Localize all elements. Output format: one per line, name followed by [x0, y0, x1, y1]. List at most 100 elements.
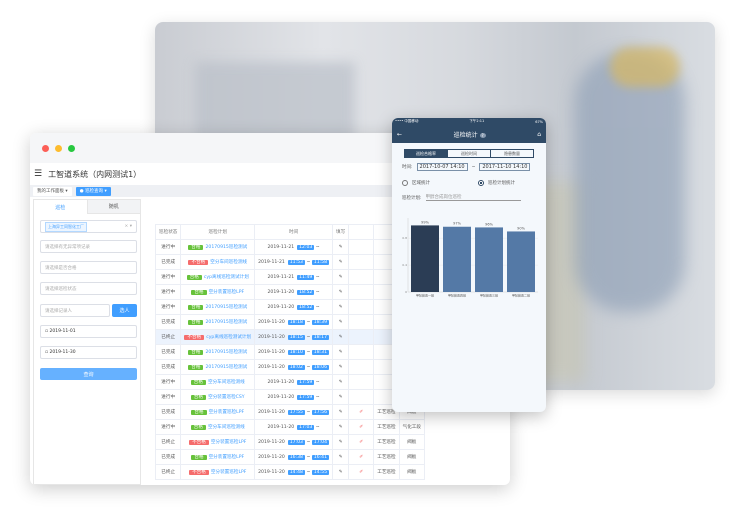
table-row[interactable]: 已终止 不合格 空分装置巡检LPF 2019-11-20 14:48 ~ 14:5… [154, 464, 426, 480]
plan-link[interactable]: 20170915巡检测试 [205, 365, 248, 370]
edit-icon[interactable]: ✎ [332, 284, 350, 300]
edit-icon[interactable]: ✎ [332, 374, 350, 390]
result-badge: 合格 [188, 320, 204, 325]
date-to-field[interactable]: ▫ 2019-11-30 [40, 346, 137, 359]
radio-area[interactable] [402, 180, 408, 186]
plan-link[interactable]: 空分车间巡检测线 [207, 425, 245, 430]
table-row[interactable]: 已完成 合格 空分装置巡检LPF 2019-11-20 16:38 ~ 16:41… [154, 449, 426, 465]
pen-icon[interactable]: ✐ [348, 434, 375, 450]
pen-icon[interactable] [348, 239, 375, 255]
plan-link[interactable]: 20170915巡检测试 [205, 320, 248, 325]
status-select[interactable]: 请选择巡检状态 [40, 282, 137, 295]
date-from-field[interactable]: ▫ 2019-11-01 [40, 325, 137, 338]
pen-icon[interactable]: ✐ [348, 404, 375, 420]
table-row[interactable]: 进行中 合格 空分装置巡检CSY 2019-11-20 17:59 ~ ✎ [154, 389, 426, 405]
edit-icon[interactable]: ✎ [332, 329, 350, 345]
plant-select[interactable]: 上海异工同智化工厂 × ▾ [40, 220, 137, 233]
pen-icon[interactable] [348, 284, 375, 300]
table-row[interactable]: 已终止 不合格 cyp离线巡检测试计划 2019-11-20 18:15 ~ 18… [154, 329, 426, 345]
edit-icon[interactable]: ✎ [332, 254, 350, 270]
tab-dashboard[interactable]: 我的工作面板 ▾ [33, 186, 72, 196]
recorder-input[interactable]: 请选择记录人 [40, 304, 110, 317]
qualified-select[interactable]: 请选择是否合格 [40, 261, 137, 274]
result-badge: 合格 [191, 290, 207, 295]
seg-time[interactable]: 巡检时间 [447, 150, 490, 157]
pen-icon[interactable] [348, 299, 375, 315]
pen-icon[interactable] [348, 344, 375, 360]
plan-link[interactable]: cyp离线巡检测试计划 [206, 335, 252, 340]
plan-link[interactable]: 空分装置巡检LPF [210, 440, 247, 445]
filter-panel: 巡检 随机 上海异工同智化工厂 × ▾ 请选择有无异常项记录 请选择是否合格 请选择… [33, 199, 141, 485]
table-row[interactable]: 已完成 合格 20170915巡检测试 2019-11-20 18:10 ~ 18… [154, 344, 426, 360]
maximize-dot[interactable] [68, 144, 75, 152]
plan-link[interactable]: 空分车间巡检测线 [207, 380, 245, 385]
query-button[interactable]: 查询 [40, 368, 137, 380]
edit-icon[interactable]: ✎ [332, 449, 350, 465]
plan-link[interactable]: 空分装置巡检LPF [208, 410, 245, 415]
close-dot[interactable] [42, 144, 49, 152]
table-row[interactable]: 进行中 合格 20170915巡检测试 2019-11-20 18:52 ~ ✎ [154, 299, 426, 315]
table-row[interactable]: 已终止 不合格 空分装置巡检LPF 2019-11-20 17:03 ~ 17:0… [154, 434, 426, 450]
plan-input[interactable]: 甲醇合成岗位巡检 [425, 194, 521, 201]
tab-inspection[interactable]: 巡检 [34, 200, 87, 214]
edit-icon[interactable]: ✎ [332, 239, 350, 255]
home-icon[interactable]: ⌂ [537, 130, 541, 138]
edit-icon[interactable]: ✎ [332, 419, 350, 435]
edit-icon[interactable]: ✎ [332, 359, 350, 375]
table-row[interactable]: 已完成 不合格 空分车间巡检测线 2019-11-21 11:53 ~ 11:58… [154, 254, 426, 270]
edit-icon[interactable]: ✎ [332, 404, 350, 420]
status-cell: 已完成 [154, 359, 182, 375]
result-badge: 合格 [188, 365, 204, 370]
tab-random[interactable]: 随机 [86, 200, 140, 214]
edit-icon[interactable]: ✎ [332, 269, 350, 285]
radio-plan[interactable] [478, 180, 484, 186]
table-row[interactable]: 已完成 合格 空分装置巡检LPF 2019-11-20 17:55 ~ 17:56… [154, 404, 426, 420]
plan-link[interactable]: 空分装置巡检LPF [208, 290, 245, 295]
plan-link[interactable]: 空分装置巡检CSY [208, 395, 245, 400]
pen-icon[interactable] [348, 329, 375, 345]
pen-icon[interactable] [348, 389, 375, 405]
result-badge: 合格 [190, 380, 206, 385]
pen-icon[interactable]: ✐ [348, 419, 375, 435]
pen-icon[interactable] [348, 359, 375, 375]
plan-link[interactable]: 20170915巡检测试 [205, 305, 248, 310]
table-row[interactable]: 进行中 合格 20170915巡检测试 2019-11-21 12:03 ~ ✎ [154, 239, 426, 255]
plan-link[interactable]: cyp离线巡检测试计划 [203, 275, 249, 280]
plan-link[interactable]: 空分装置巡检LPF [208, 455, 245, 460]
table-row[interactable]: 进行中 合格 cyp离线巡检测试计划 2019-11-21 11:49 ~ ✎ [154, 269, 426, 285]
edit-icon[interactable]: ✎ [332, 344, 350, 360]
status-cell: 已完成 [154, 449, 182, 465]
status-cell: 已完成 [154, 254, 182, 270]
table-row[interactable]: 已完成 合格 20170915巡检测试 2019-11-20 18:02 ~ 18… [154, 359, 426, 375]
edit-icon[interactable]: ✎ [332, 299, 350, 315]
pen-icon[interactable]: ✐ [348, 464, 375, 480]
tab-inspection-query[interactable]: ● 巡检查询 ▾ [75, 186, 111, 196]
plan-link[interactable]: 空分车间巡检测线 [210, 260, 248, 265]
table-row[interactable]: 进行中 合格 空分装置巡检LPF 2019-11-20 18:52 ~ ✎ [154, 284, 426, 300]
select-person-button[interactable]: 选人 [112, 304, 137, 317]
edit-icon[interactable]: ✎ [332, 389, 350, 405]
plan-link[interactable]: 空分装置巡检LPF [210, 470, 247, 475]
pen-icon[interactable] [348, 374, 375, 390]
edit-icon[interactable]: ✎ [332, 464, 350, 480]
date-to[interactable]: 2017-11-10 14:10 [479, 163, 531, 171]
pen-icon[interactable]: ✐ [348, 449, 375, 465]
minimize-dot[interactable] [55, 144, 62, 152]
table-row[interactable]: 已完成 合格 20170915巡检测试 2019-11-20 18:18 ~ 18… [154, 314, 426, 330]
plan-link[interactable]: 20170915巡检测试 [205, 245, 248, 250]
edit-icon[interactable]: ✎ [332, 434, 350, 450]
abnormal-select[interactable]: 请选择有无异常项记录 [40, 240, 137, 253]
result-badge: 合格 [191, 410, 207, 415]
pen-icon[interactable] [348, 254, 375, 270]
plan-link[interactable]: 20170915巡检测试 [205, 350, 248, 355]
menu-icon[interactable]: ☰ [34, 169, 43, 179]
seg-hazard[interactable]: 隐患数量 [490, 150, 533, 157]
edit-icon[interactable]: ✎ [332, 314, 350, 330]
table-row[interactable]: 进行中 合格 空分车间巡检测线 2019-11-20 17:59 ~ ✎ [154, 374, 426, 390]
seg-pass-rate[interactable]: 巡检合格率 [405, 150, 447, 157]
back-arrow-icon[interactable]: ← [397, 130, 403, 138]
date-from[interactable]: 2017-10-07 14:10 [416, 163, 468, 171]
table-row[interactable]: 进行中 合格 空分车间巡检测线 2019-11-20 17:03 ~ ✎ ✐ 工艺… [154, 419, 426, 435]
pen-icon[interactable] [348, 314, 375, 330]
pen-icon[interactable] [348, 269, 375, 285]
